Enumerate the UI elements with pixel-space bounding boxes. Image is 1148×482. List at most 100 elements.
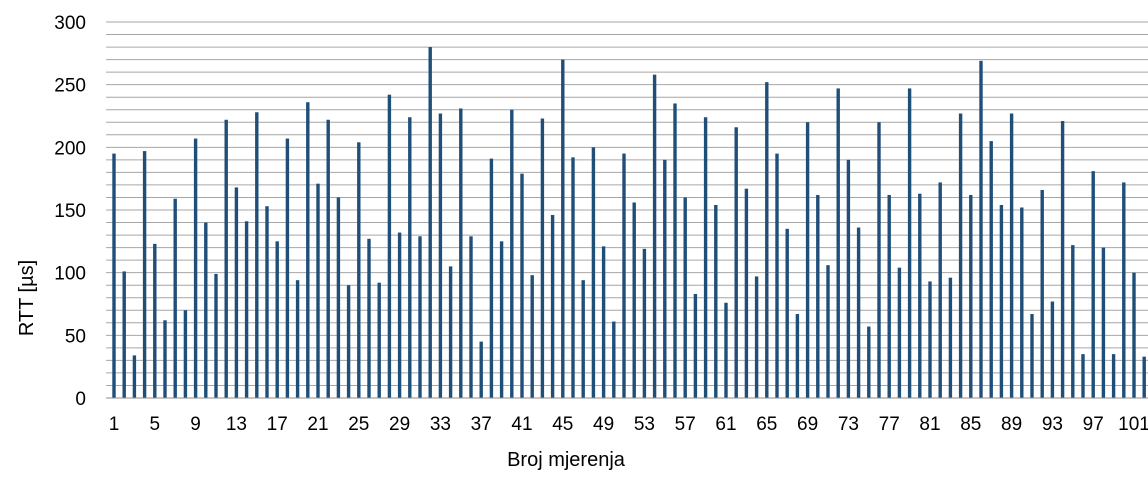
x-tick-label: 61 — [715, 414, 736, 435]
y-axis-title: RTT [µs] — [16, 260, 38, 336]
bar-54 — [652, 74, 657, 398]
bar-34 — [448, 266, 453, 398]
bar-22 — [326, 119, 330, 398]
bar-62 — [734, 127, 738, 398]
bar-92 — [1040, 189, 1044, 398]
bar-7 — [173, 198, 177, 398]
bar-66 — [775, 153, 779, 398]
bar-11 — [214, 273, 218, 398]
bar-39 — [499, 241, 504, 398]
bar-71 — [826, 265, 830, 398]
y-tick-label: 150 — [54, 201, 86, 222]
bar-35 — [459, 108, 463, 398]
bar-32 — [428, 47, 432, 399]
bar-94 — [1060, 121, 1065, 398]
x-tick-label: 81 — [919, 414, 940, 435]
bar-97 — [1091, 171, 1095, 398]
bar-51 — [622, 153, 626, 398]
bar-98 — [1101, 247, 1106, 398]
bars — [112, 47, 1146, 399]
bar-44 — [550, 215, 555, 398]
bar-19 — [295, 280, 300, 398]
x-tick-labels: 1 5 9 13 17 21 25 29 33 37 41 45 49 53 57 61 65 69 73 77 81 8… — [109, 414, 1148, 435]
x-tick-label: 13 — [226, 414, 247, 435]
bar-16 — [265, 206, 269, 398]
bar-13 — [234, 187, 239, 398]
bar-59 — [703, 117, 708, 399]
bar-4 — [142, 151, 147, 398]
bar-26 — [367, 238, 371, 398]
bar-81 — [928, 281, 932, 398]
bar-69 — [805, 122, 810, 399]
bar-49 — [601, 246, 606, 398]
x-tick-label: 73 — [838, 414, 859, 435]
bar-47 — [581, 280, 585, 398]
bar-36 — [469, 236, 473, 398]
bar-74 — [856, 227, 861, 398]
bar-37 — [479, 341, 483, 398]
bar-6 — [163, 320, 167, 398]
bar-90 — [1020, 207, 1024, 398]
bar-10 — [204, 222, 208, 398]
bar-5 — [153, 243, 157, 398]
bar-65 — [765, 82, 769, 398]
bar-41 — [520, 173, 524, 398]
bar-76 — [877, 122, 881, 399]
bar-64 — [754, 276, 759, 398]
bar-73 — [846, 159, 851, 398]
bar-82 — [938, 182, 942, 398]
bar-20 — [306, 102, 310, 399]
x-tick-label: 53 — [634, 414, 655, 435]
bar-50 — [612, 321, 616, 398]
x-tick-label: 97 — [1083, 414, 1104, 435]
x-tick-label: 65 — [756, 414, 777, 435]
y-tick-label: 50 — [65, 326, 86, 347]
bar-55 — [663, 159, 667, 398]
bar-85 — [969, 194, 973, 398]
x-tick-label: 17 — [267, 414, 288, 435]
bar-28 — [387, 94, 392, 399]
bar-102 — [1142, 356, 1146, 398]
y-tick-label: 250 — [54, 76, 86, 97]
x-tick-label: 57 — [675, 414, 696, 435]
bar-53 — [642, 248, 647, 398]
bar-56 — [673, 103, 677, 398]
x-tick-label: 69 — [797, 414, 818, 435]
bar-67 — [785, 228, 789, 398]
bar-83 — [948, 277, 953, 398]
bar-91 — [1030, 314, 1034, 398]
bar-58 — [693, 293, 698, 398]
bar-89 — [1009, 113, 1014, 398]
x-tick-label: 89 — [1001, 414, 1022, 435]
bar-57 — [683, 197, 687, 398]
bar-79 — [907, 88, 912, 398]
x-tick-label: 1 — [109, 414, 120, 435]
bar-95 — [1071, 245, 1075, 398]
bar-77 — [887, 194, 891, 398]
bar-101 — [1132, 272, 1136, 398]
x-tick-label: 77 — [879, 414, 900, 435]
bar-2 — [122, 271, 126, 398]
bar-24 — [346, 285, 351, 398]
bar-68 — [795, 314, 800, 398]
x-tick-label: 5 — [150, 414, 161, 435]
bar-45 — [561, 59, 565, 398]
bar-80 — [918, 193, 922, 398]
bar-100 — [1122, 182, 1126, 398]
bar-48 — [591, 147, 596, 398]
x-tick-label: 85 — [960, 414, 981, 435]
bar-72 — [836, 88, 840, 398]
bar-14 — [244, 221, 249, 398]
bar-25 — [357, 142, 361, 398]
bar-96 — [1081, 354, 1085, 398]
bar-1 — [112, 153, 116, 398]
bar-18 — [285, 138, 290, 398]
bar-61 — [724, 302, 728, 398]
x-tick-label: 45 — [552, 414, 573, 435]
bar-15 — [255, 112, 259, 399]
bar-31 — [418, 236, 422, 398]
bar-43 — [540, 118, 545, 399]
y-tick-label: 0 — [75, 389, 86, 410]
bar-12 — [224, 119, 228, 398]
